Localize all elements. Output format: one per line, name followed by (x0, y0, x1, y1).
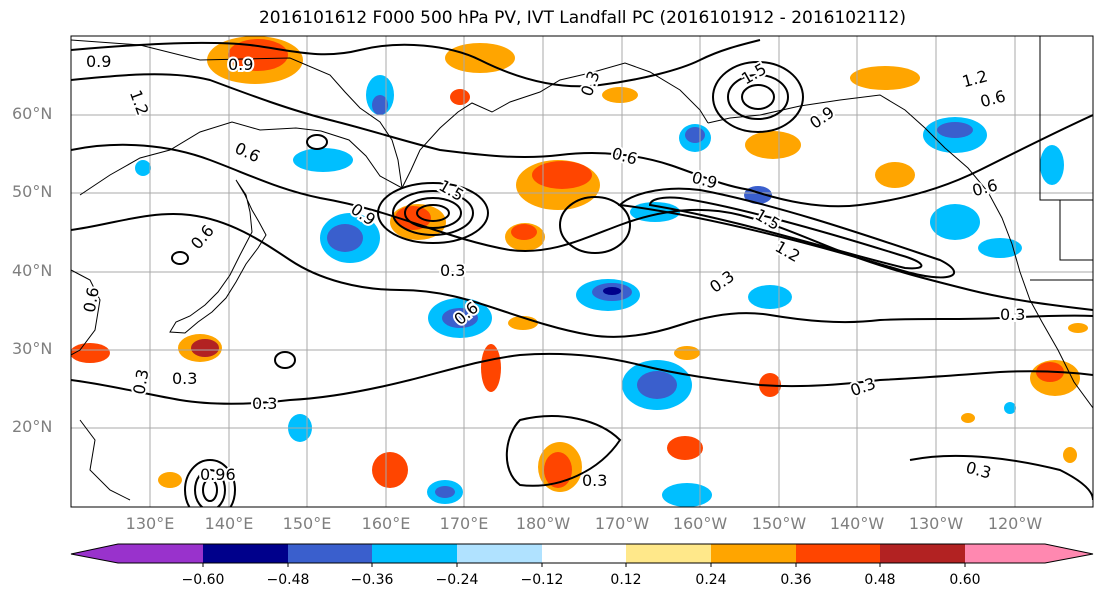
longitude-label: 150°E (282, 514, 332, 533)
latitude-label: 40°N (12, 261, 53, 280)
contour-label: 0.3 (982, 5, 1007, 24)
contour-label: 0.3 (1060, 21, 1085, 40)
pc-shading (71, 36, 1088, 507)
colorbar-segment (965, 544, 1045, 563)
colorbar-segment (71, 544, 118, 563)
map-frame (70, 35, 1094, 508)
longitude-label: 140°W (829, 514, 885, 533)
colorbar-tick-label: 0.60 (949, 572, 981, 588)
latitude-label: 50°N (12, 182, 53, 201)
colorbar-tick-label: −0.36 (350, 572, 394, 588)
contour-label: 0.3 (440, 261, 465, 280)
colorbar-segment (796, 544, 880, 563)
colorbar-segment (880, 544, 965, 563)
positive-anomaly-north-japan (207, 36, 303, 84)
colorbar-segment (1045, 544, 1093, 563)
latitude-label: 30°N (12, 339, 53, 358)
colorbar-segment (203, 544, 288, 563)
contour-label: 0.3 (582, 471, 607, 490)
contour-label: 0.9 (228, 55, 253, 74)
latitude-label: 20°N (12, 417, 53, 436)
colorbar-segment (711, 544, 796, 563)
longitude-label: 160°E (361, 514, 411, 533)
contour-label: 0.96 (200, 465, 236, 484)
longitude-label: 180°W (515, 514, 571, 533)
colorbar-tick-label: 0.24 (695, 572, 727, 588)
longitude-label: 150°W (751, 514, 807, 533)
colorbar-tick-label: 0.36 (780, 572, 812, 588)
longitude-label: 130°W (908, 514, 964, 533)
longitude-label: 140°E (204, 514, 254, 533)
coastlines (71, 36, 1093, 501)
contour-label: 0.3 (252, 394, 277, 413)
contour-label: 0.3 (1000, 305, 1025, 324)
colorbar-segment (457, 544, 542, 563)
positive-anomaly-central-pacific (505, 160, 600, 251)
colorbar-tick-label: −0.24 (435, 572, 479, 588)
pv-contours (71, 39, 1093, 507)
colorbar-segment (118, 544, 203, 563)
longitude-label: 170°E (439, 514, 489, 533)
longitude-label: 160°W (672, 514, 728, 533)
colorbar-tick-label: −0.12 (520, 572, 564, 588)
colorbar-tick-label: −0.48 (266, 572, 310, 588)
colorbar-ticks (202, 563, 966, 567)
contour-label: 0.9 (86, 52, 111, 71)
negative-anomalies (135, 75, 1064, 507)
colorbar (70, 543, 1094, 567)
positive-anomaly-north-pacific-top (445, 43, 920, 188)
colorbar-tick-label: 0.48 (864, 572, 896, 588)
contour-label: 0.3 (172, 369, 197, 388)
longitude-label: 130°E (125, 514, 175, 533)
longitude-label: 120°W (987, 514, 1043, 533)
colorbar-segment (372, 544, 457, 563)
colorbar-segment (626, 544, 711, 563)
colorbar-segment (288, 544, 372, 563)
colorbar-tick-label: 0.12 (610, 572, 642, 588)
colorbar-outline (70, 543, 1094, 564)
colorbar-tick-label: −0.60 (181, 572, 225, 588)
graticule (71, 36, 1093, 507)
latitude-label: 60°N (12, 104, 53, 123)
colorbar-segment (542, 544, 626, 563)
longitude-label: 170°W (594, 514, 650, 533)
chart-title: 2016101612 F000 500 hPa PV, IVT Landfall… (258, 8, 906, 28)
